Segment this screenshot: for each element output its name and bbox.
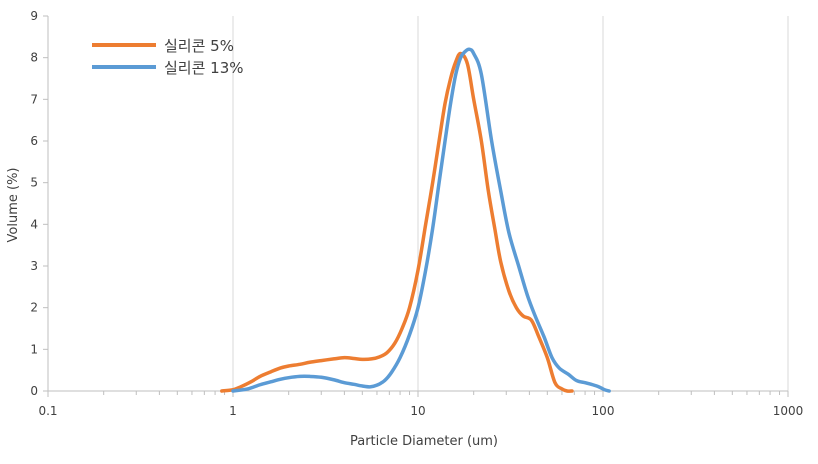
y-tick-label: 5: [30, 176, 38, 190]
y-tick-label: 7: [30, 92, 38, 106]
y-tick-label: 6: [30, 134, 38, 148]
tick-labels: 0.1 1 10 100 1000 0 1 2 3 4 5 6 7 8 9: [30, 9, 803, 418]
y-tick-label: 1: [30, 342, 38, 356]
y-tick-label: 3: [30, 259, 38, 273]
x-tick-label: 1000: [773, 404, 804, 418]
y-tick-label: 2: [30, 301, 38, 315]
y-tick-label: 4: [30, 217, 38, 231]
x-tick-label: 0.1: [38, 404, 57, 418]
legend: 실리콘 5% 실리콘 13%: [92, 37, 244, 77]
series-lines: [220, 47, 611, 393]
legend-label-2: 실리콘 13%: [164, 59, 244, 77]
y-axis-title: Volume (%): [6, 168, 21, 243]
x-axis-title: Particle Diameter (um): [350, 434, 498, 449]
legend-label-1: 실리콘 5%: [164, 37, 234, 55]
axes: [43, 15, 789, 397]
series-line-2: [231, 47, 611, 393]
y-tick-label: 8: [30, 51, 38, 65]
x-tick-label: 10: [410, 404, 425, 418]
x-tick-label: 100: [592, 404, 615, 418]
series-line-1: [220, 51, 574, 393]
grid-lines: [232, 16, 789, 391]
y-tick-label: 9: [30, 9, 38, 23]
x-tick-label: 1: [229, 404, 237, 418]
y-tick-label: 0: [30, 384, 38, 398]
